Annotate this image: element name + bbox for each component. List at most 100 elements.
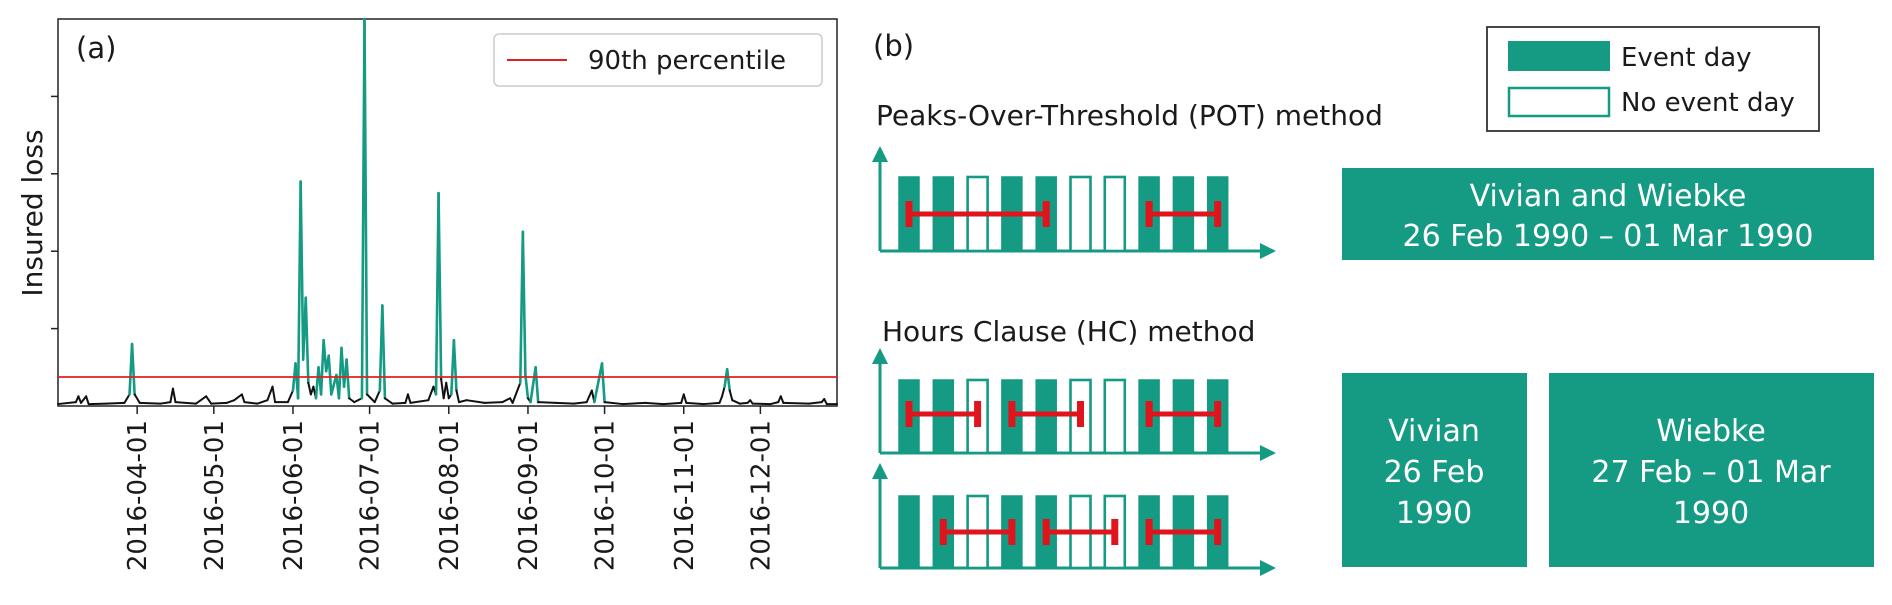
pot-result-line-1: Vivian and Wiebke bbox=[1470, 179, 1747, 214]
loss-segment bbox=[534, 365, 540, 404]
hc-result-vivian-line-3: 1990 bbox=[1396, 496, 1472, 531]
loss-segment bbox=[685, 401, 706, 406]
loss-segment bbox=[353, 397, 363, 404]
loss-segment bbox=[511, 381, 522, 404]
diagram-y-arrow bbox=[872, 463, 888, 479]
loss-segment bbox=[307, 381, 312, 396]
x-tick-label: 2016-07-01 bbox=[356, 420, 386, 571]
loss-segment bbox=[85, 395, 90, 406]
loss-segment bbox=[348, 397, 356, 404]
loss-segment bbox=[728, 389, 734, 402]
x-tick-label: 2016-05-01 bbox=[200, 420, 230, 571]
loss-segment bbox=[725, 367, 732, 392]
loss-segment bbox=[521, 230, 527, 377]
loss-segment bbox=[79, 395, 88, 404]
loss-segment bbox=[159, 401, 172, 405]
no-event-day-bar bbox=[1069, 175, 1092, 253]
loss-segment bbox=[537, 401, 558, 404]
event-day-bar bbox=[898, 495, 920, 569]
legend-no-event-label: No event day bbox=[1621, 88, 1795, 118]
hc-result-box-wiebke: Wiebke 27 Feb – 01 Mar 1990 bbox=[1549, 373, 1874, 567]
hc-result-vivian-background bbox=[1342, 373, 1527, 567]
legend-frame bbox=[493, 33, 823, 87]
x-tick-label: 2016-08-01 bbox=[435, 420, 465, 571]
loss-segment bbox=[452, 338, 458, 392]
no-event-day-bar bbox=[1103, 378, 1127, 455]
loss-segment bbox=[286, 389, 294, 404]
loss-segment bbox=[123, 393, 131, 404]
x-tick-label: 2016-12-01 bbox=[746, 420, 776, 571]
y-axis-ticks bbox=[51, 95, 58, 330]
loss-series bbox=[57, 17, 838, 406]
loss-segment bbox=[345, 358, 351, 400]
loss-segment bbox=[572, 401, 588, 405]
loss-segment bbox=[782, 401, 810, 405]
loss-segment bbox=[682, 393, 688, 404]
loss-segment bbox=[105, 401, 126, 405]
hc-result-vivian-line-2: 26 Feb bbox=[1384, 455, 1485, 490]
hc-result-wiebke-background bbox=[1549, 373, 1874, 567]
loss-segment bbox=[779, 395, 785, 404]
pot-result-box: Vivian and Wiebke 26 Feb 1990 – 01 Mar 1… bbox=[1342, 168, 1874, 260]
y-axis-label: Insured loss bbox=[16, 129, 49, 296]
loss-segment bbox=[457, 399, 468, 404]
loss-segment bbox=[621, 401, 647, 406]
loss-segment bbox=[210, 401, 228, 405]
loss-segment bbox=[194, 395, 208, 405]
loss-segment bbox=[304, 296, 310, 385]
loss-segment bbox=[409, 399, 430, 404]
loss-segment bbox=[130, 342, 136, 396]
legend-event-label: Event day bbox=[1621, 43, 1752, 73]
loss-segment bbox=[465, 399, 486, 404]
loss-segment bbox=[721, 385, 726, 398]
loss-segment bbox=[233, 393, 243, 402]
hc-result-box-vivian: Vivian 26 Feb 1990 bbox=[1342, 373, 1527, 567]
loss-segment bbox=[600, 362, 606, 404]
loss-segment bbox=[427, 385, 435, 402]
loss-segment bbox=[437, 191, 443, 381]
method-legend: Event day No event day bbox=[1486, 26, 1820, 132]
loss-segment bbox=[555, 401, 575, 405]
diagram-x-arrow bbox=[1260, 560, 1276, 576]
panel-a: 2016-04-01 2016-05-01 2016-06-01 2016-07-01… bbox=[16, 17, 838, 571]
pot-method-title: Peaks-Over-Threshold (POT) method bbox=[876, 99, 1383, 132]
legend: 90th percentile bbox=[493, 33, 823, 87]
loss-segment bbox=[603, 401, 624, 406]
loss-segment bbox=[718, 395, 724, 404]
legend-event-swatch bbox=[1508, 41, 1610, 71]
loss-segment bbox=[807, 401, 823, 405]
loss-segment bbox=[662, 401, 683, 406]
pot-day-diagram bbox=[872, 146, 1276, 259]
x-axis-ticks: 2016-04-01 2016-05-01 2016-06-01 2016-07-01… bbox=[123, 406, 776, 571]
no-event-day-bar bbox=[1103, 175, 1127, 253]
loss-segment bbox=[483, 401, 504, 404]
loss-segment bbox=[171, 387, 177, 404]
panel-b-label: (b) bbox=[873, 29, 914, 63]
loss-segment bbox=[299, 180, 305, 361]
loss-segment bbox=[383, 397, 394, 405]
loss-segment bbox=[406, 393, 412, 404]
loss-segment bbox=[138, 401, 162, 405]
plot-frame bbox=[57, 18, 838, 407]
diagram-x-arrow bbox=[1260, 445, 1276, 461]
legend-threshold-label: 90th percentile bbox=[588, 46, 786, 76]
hc-result-wiebke-line-1: Wiebke bbox=[1656, 414, 1766, 449]
x-tick-label: 2016-11-01 bbox=[670, 420, 700, 571]
hc-day-diagram-row-2 bbox=[872, 463, 1276, 576]
x-tick-label: 2016-04-01 bbox=[123, 420, 153, 571]
panel-b: (b) Event day No event day Peaks-Over-Th… bbox=[872, 26, 1874, 576]
loss-segment bbox=[738, 401, 749, 405]
hc-result-wiebke-line-3: 1990 bbox=[1673, 496, 1749, 531]
loss-segment bbox=[501, 397, 512, 404]
x-tick-label: 2016-06-01 bbox=[279, 420, 309, 571]
panel-a-label: (a) bbox=[76, 31, 116, 65]
loss-segment bbox=[769, 401, 780, 406]
loss-segment bbox=[271, 385, 277, 404]
loss-segment bbox=[77, 395, 82, 404]
loss-segment bbox=[256, 399, 269, 405]
loss-segment bbox=[524, 373, 530, 400]
hc-method-title: Hours Clause (HC) method bbox=[882, 315, 1255, 348]
loss-segment bbox=[703, 401, 721, 406]
loss-segment bbox=[455, 389, 460, 404]
